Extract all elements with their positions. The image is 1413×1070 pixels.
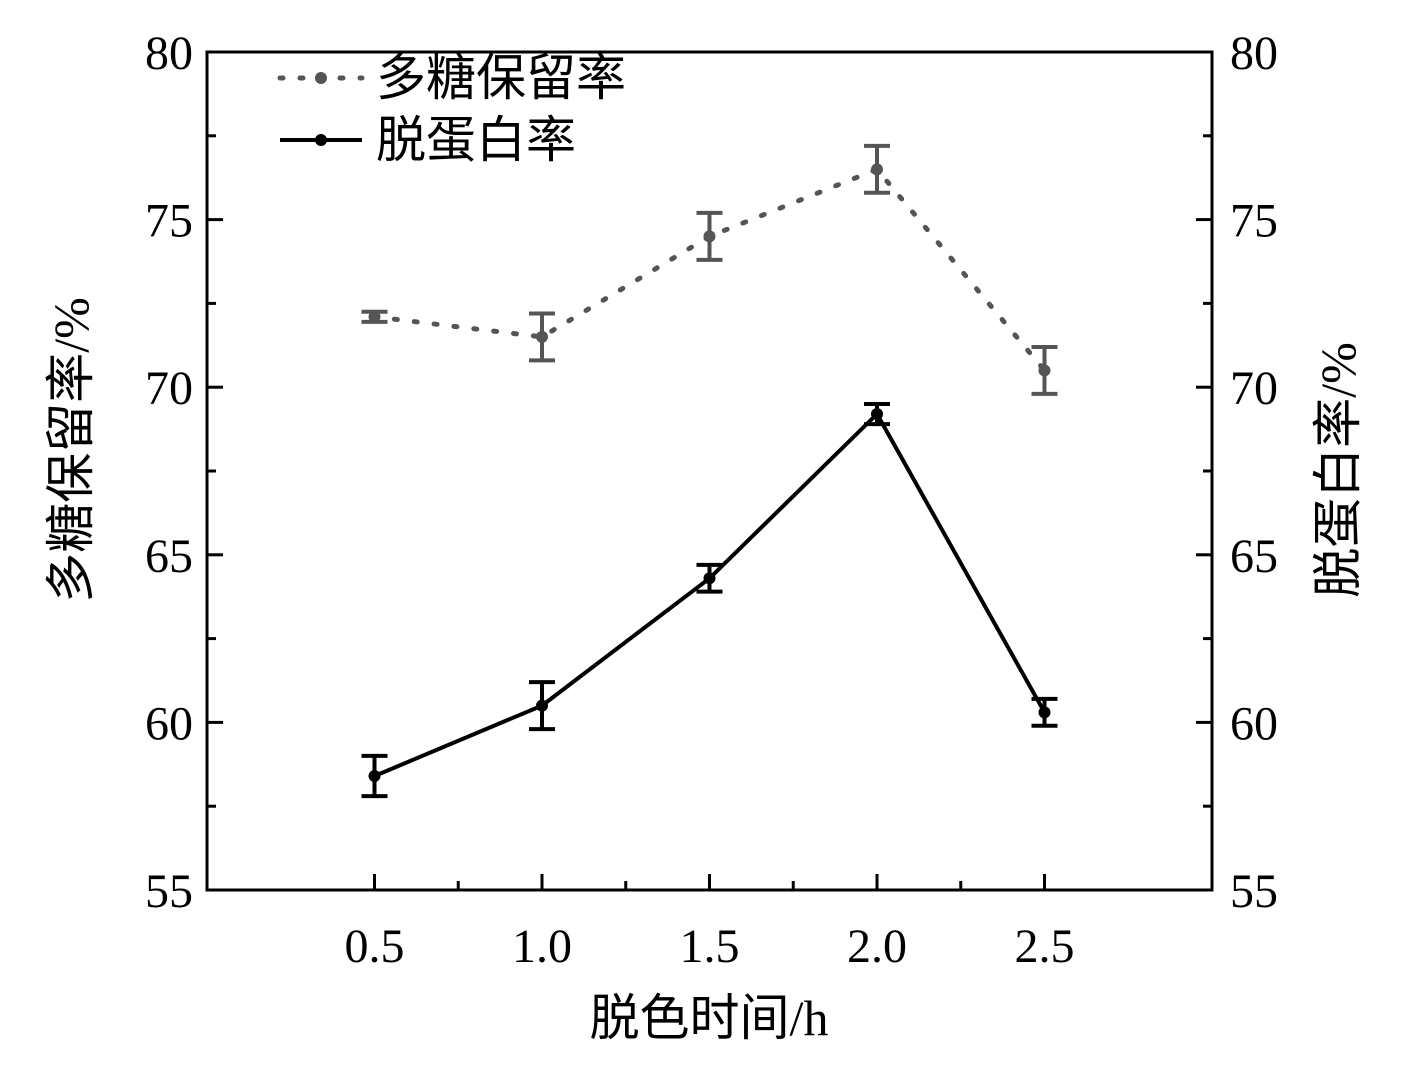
data-point	[703, 230, 716, 243]
series-layer	[361, 143, 1058, 799]
right-tick-label: 70	[1230, 362, 1278, 415]
x-tick-label: 0.5	[345, 920, 405, 973]
left-tick-label: 80	[145, 27, 193, 80]
data-point	[536, 699, 548, 712]
data-point	[703, 572, 716, 585]
series-2	[361, 401, 1058, 799]
data-point	[536, 330, 548, 343]
left-tick-label: 70	[145, 362, 193, 415]
x-tick-label: 2.5	[1015, 920, 1075, 973]
right-tick-label: 75	[1230, 195, 1278, 248]
legend-marker	[315, 134, 327, 146]
x-axis-title: 脱色时间/h	[590, 990, 829, 1046]
right-tick-label: 60	[1230, 697, 1278, 750]
axis-ticks: 55 55 60 60 65 65 70 70 75 75 80 80 0.5 1.0 1.5 2.0 2.5	[145, 27, 1278, 973]
left-axis-title: 多糖保留率/%	[43, 297, 99, 603]
left-tick-label: 75	[145, 195, 193, 248]
x-tick-label: 1.5	[680, 920, 740, 973]
legend-marker	[315, 72, 327, 84]
series-line	[372, 166, 1047, 373]
data-point	[871, 163, 883, 176]
right-tick-label: 80	[1230, 27, 1278, 80]
x-tick-label: 2.0	[847, 920, 907, 973]
right-tick-label: 65	[1230, 530, 1278, 583]
right-tick-label: 55	[1230, 865, 1278, 918]
data-point	[871, 408, 883, 421]
left-tick-label: 65	[145, 530, 193, 583]
series-line	[373, 412, 1047, 778]
x-tick-label: 1.0	[512, 920, 572, 973]
legend-label: 脱蛋白率	[376, 112, 576, 168]
left-tick-label: 60	[145, 697, 193, 750]
series-1	[361, 143, 1058, 396]
legend-label: 多糖保留率	[376, 50, 626, 106]
plot-frame	[205, 50, 1214, 892]
data-point	[368, 310, 381, 323]
data-point	[368, 770, 381, 783]
data-point	[1038, 364, 1051, 377]
left-tick-label: 55	[145, 865, 193, 918]
data-point	[1038, 706, 1051, 719]
right-axis-title: 脱蛋白率/%	[1310, 342, 1366, 598]
